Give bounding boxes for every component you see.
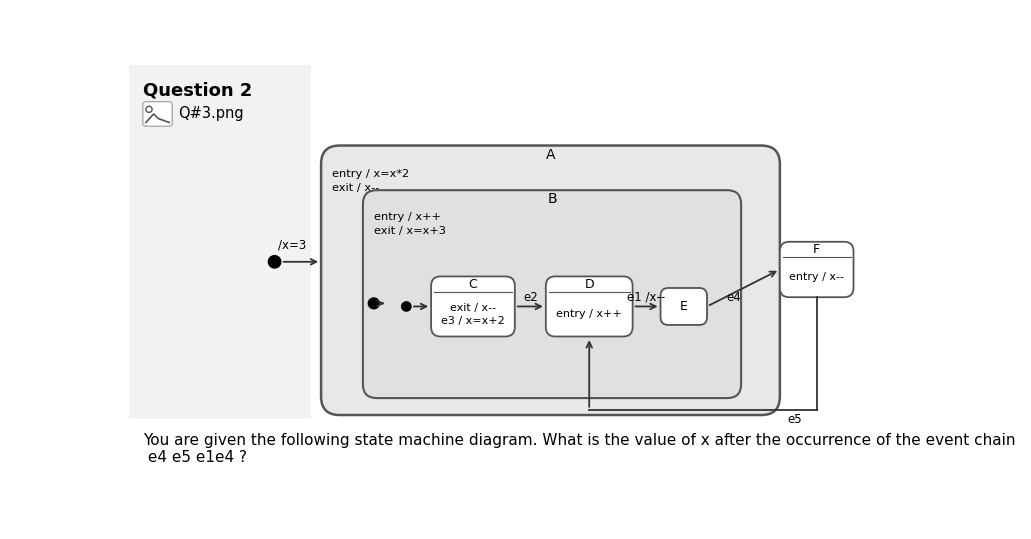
Circle shape (268, 255, 280, 268)
FancyBboxPatch shape (431, 277, 514, 336)
Text: entry / x--: entry / x-- (789, 272, 844, 282)
Text: e4 e5 e1e4 ?: e4 e5 e1e4 ? (143, 450, 246, 465)
Text: exit / x--
e3 / x=x+2: exit / x-- e3 / x=x+2 (441, 302, 505, 326)
FancyBboxPatch shape (661, 288, 707, 325)
FancyBboxPatch shape (321, 146, 779, 415)
Text: A: A (545, 148, 556, 162)
FancyBboxPatch shape (129, 65, 311, 419)
Text: Q#3.png: Q#3.png (178, 107, 244, 121)
Text: entry / x++: entry / x++ (557, 309, 622, 319)
FancyBboxPatch shape (363, 190, 741, 398)
FancyBboxPatch shape (545, 277, 633, 336)
Text: C: C (469, 278, 477, 291)
Text: entry / x=x*2
exit / x--: entry / x=x*2 exit / x-- (332, 169, 409, 192)
Text: B: B (547, 192, 557, 206)
Text: e1 /x--: e1 /x-- (628, 291, 666, 303)
FancyBboxPatch shape (779, 242, 854, 297)
Circle shape (402, 302, 411, 311)
Circle shape (368, 298, 379, 309)
Text: entry / x++
exit / x=x+3: entry / x++ exit / x=x+3 (374, 212, 445, 236)
Text: D: D (585, 278, 594, 291)
Text: e4: e4 (727, 291, 741, 303)
Text: F: F (813, 243, 821, 256)
Text: E: E (679, 300, 688, 313)
Text: /x=3: /x=3 (277, 239, 306, 252)
Text: e5: e5 (788, 413, 802, 426)
Text: You are given the following state machine diagram. What is the value of x after : You are given the following state machin… (143, 433, 1016, 448)
FancyBboxPatch shape (143, 102, 172, 126)
Circle shape (146, 106, 153, 113)
Text: Question 2: Question 2 (143, 81, 253, 100)
Text: e2: e2 (523, 292, 538, 305)
